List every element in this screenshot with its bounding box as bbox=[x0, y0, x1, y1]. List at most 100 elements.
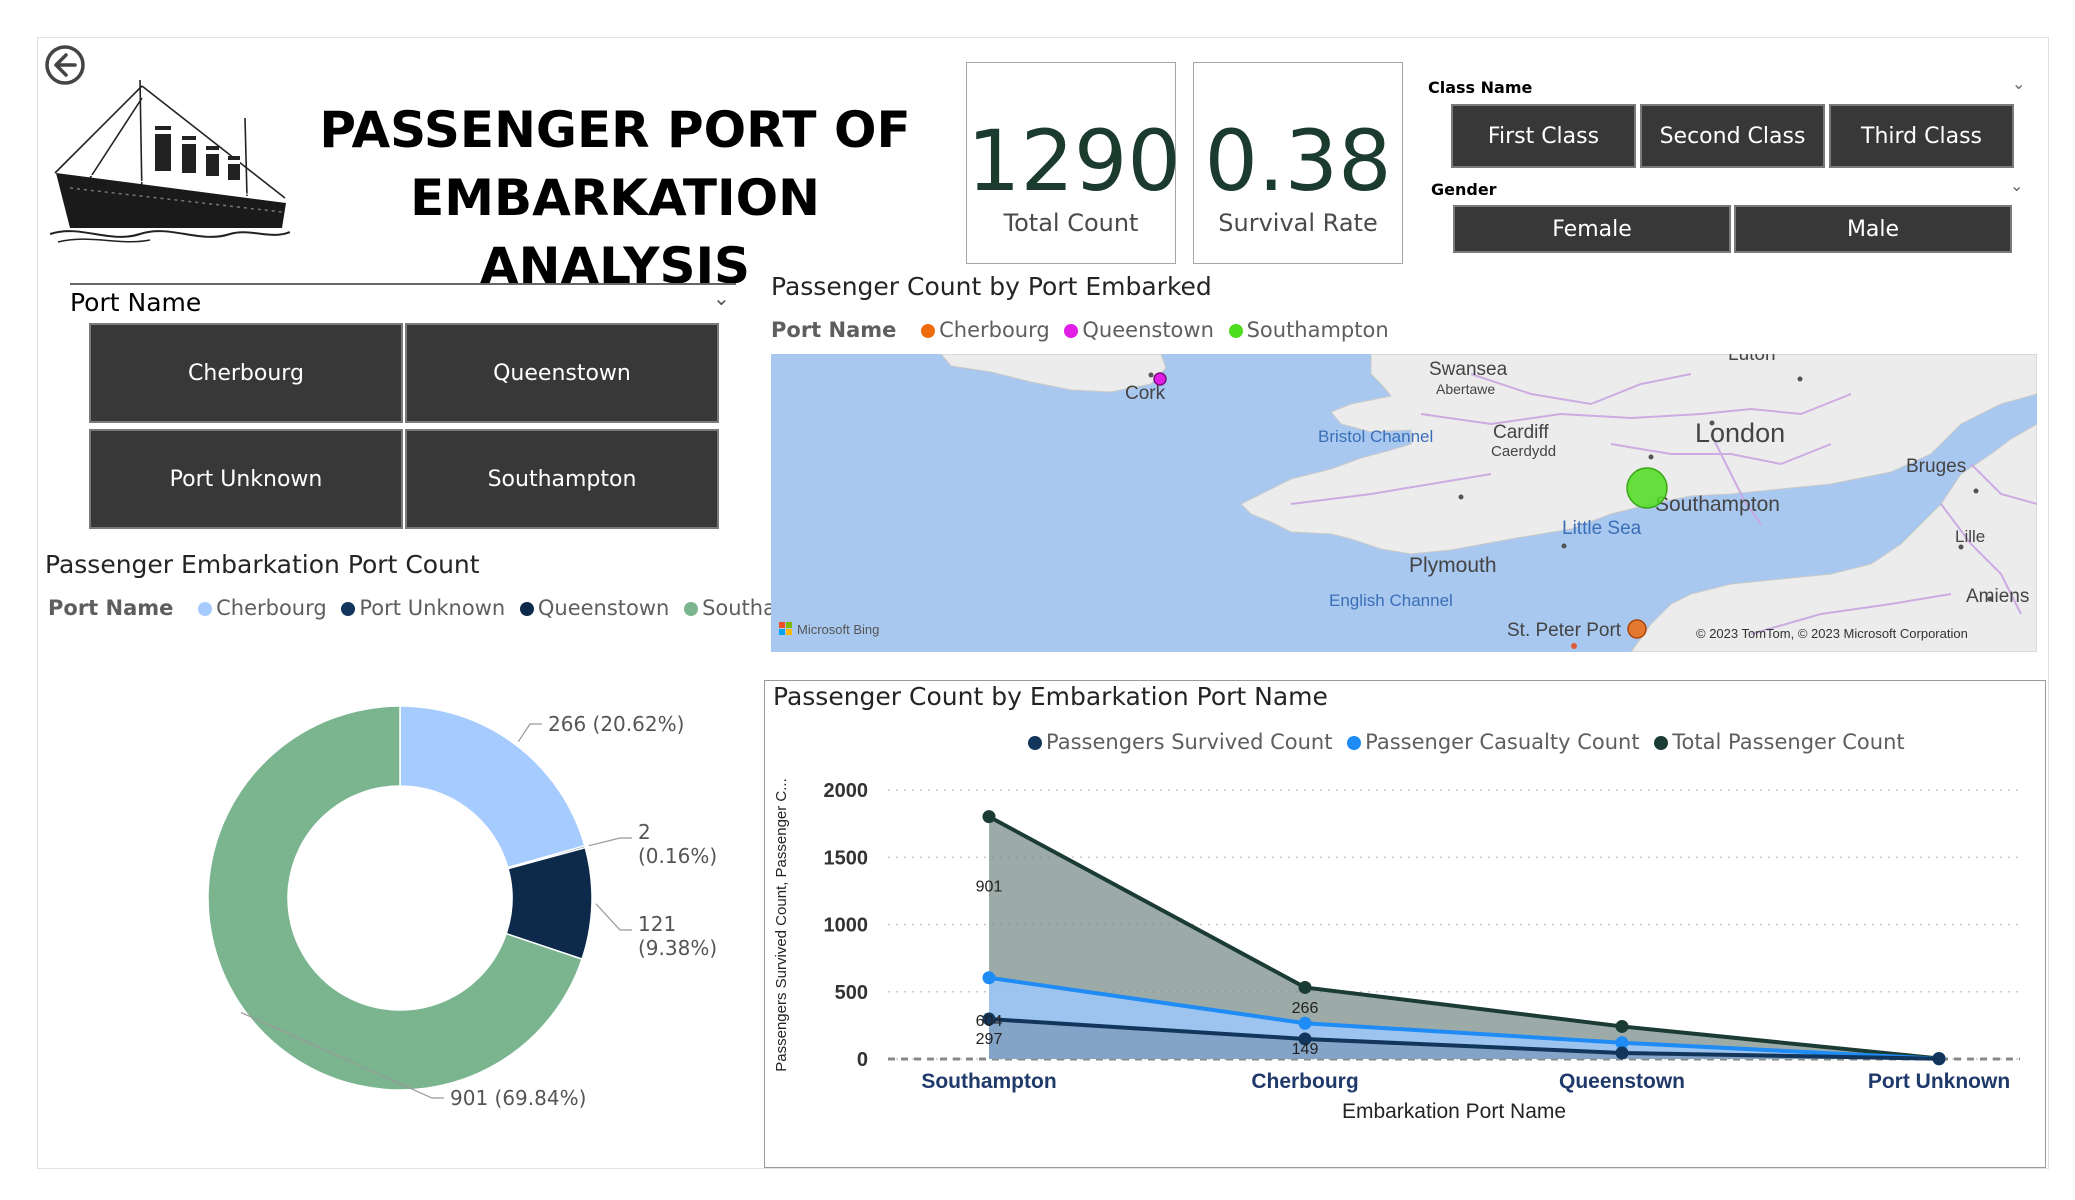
map-label: Cardiff bbox=[1493, 422, 1549, 443]
map-label: Caerdydd bbox=[1491, 443, 1556, 460]
x-axis-title: Embarkation Port Name bbox=[1342, 1100, 1566, 1123]
map-label: Lille bbox=[1955, 527, 1985, 546]
map-title: Passenger Count by Port Embarked bbox=[771, 272, 1212, 301]
map-legend: Port Name Cherbourg Queenstown Southampt… bbox=[771, 318, 1389, 342]
southampton-bubble bbox=[1626, 467, 1668, 509]
map-label: Luton bbox=[1728, 354, 1776, 365]
legend-item: Cherbourg bbox=[939, 318, 1050, 342]
map-label: Abertawe bbox=[1436, 381, 1495, 397]
port-option-cherbourg[interactable]: Cherbourg bbox=[89, 323, 403, 423]
legend-item: Passengers Survived Count bbox=[1046, 730, 1333, 754]
legend-swatch bbox=[1064, 324, 1079, 338]
class-option-third[interactable]: Third Class bbox=[1829, 104, 2014, 168]
map-label: St. Peter Port bbox=[1507, 620, 1622, 641]
map-view[interactable]: Swansea Abertawe Luton Cork Bristol Chan… bbox=[771, 354, 2037, 652]
map-label: Swansea bbox=[1429, 359, 1508, 380]
y-tick-label: 0 bbox=[857, 1049, 868, 1071]
legend-item: Cherbourg bbox=[216, 596, 327, 620]
map-attribution: © 2023 TomTom, © 2023 Microsoft Corporat… bbox=[1696, 626, 1968, 641]
area-total-passenger-count bbox=[989, 816, 1939, 1059]
chevron-down-icon[interactable]: ⌄ bbox=[713, 286, 730, 310]
donut-leader-line bbox=[588, 837, 632, 847]
legend-swatch bbox=[921, 324, 936, 338]
legend-swatch bbox=[1654, 736, 1669, 750]
gender-option-female[interactable]: Female bbox=[1453, 205, 1731, 253]
data-point bbox=[982, 971, 996, 985]
data-point bbox=[1932, 1052, 1946, 1066]
map-label: Plymouth bbox=[1409, 554, 1497, 577]
donut-chart: 266 (20.62%) 2(0.16%) 121(9.38%) 901 (69.84… bbox=[207, 705, 717, 1110]
x-tick-label: Southampton bbox=[921, 1070, 1056, 1093]
line-chart-legend: Passengers Survived Count Passenger Casu… bbox=[1020, 730, 1905, 754]
map-label: Amiens bbox=[1966, 586, 2029, 607]
total-count-label: Total Count bbox=[1003, 209, 1139, 237]
port-option-southampton[interactable]: Southampton bbox=[405, 429, 719, 529]
donut-leader-line bbox=[517, 723, 542, 743]
donut-data-label: (9.38%) bbox=[638, 936, 717, 960]
legend-title: Port Name bbox=[48, 596, 174, 620]
data-label: 266 bbox=[1292, 1000, 1319, 1017]
gender-option-male[interactable]: Male bbox=[1734, 205, 2012, 253]
dashboard-frame bbox=[37, 37, 2049, 1169]
chevron-down-icon[interactable]: ⌄ bbox=[2012, 74, 2026, 93]
map-label: Little Sea bbox=[1562, 518, 1642, 539]
port-slicer-title: Port Name bbox=[70, 288, 202, 317]
data-point bbox=[982, 1012, 996, 1026]
port-option-queenstown[interactable]: Queenstown bbox=[405, 323, 719, 423]
survival-rate-card: 0.38 Survival Rate bbox=[1193, 62, 1403, 264]
survival-rate-value: 0.38 bbox=[1204, 112, 1392, 210]
data-point bbox=[1298, 1032, 1312, 1046]
y-tick-label: 1500 bbox=[824, 847, 869, 869]
total-count-card: 1290 Total Count bbox=[966, 62, 1181, 264]
map-label: Bruges bbox=[1906, 456, 1966, 477]
legend-swatch bbox=[1028, 736, 1042, 750]
legend-item: Queenstown bbox=[537, 596, 670, 620]
page-title: PASSENGER PORT OF EMBARKATION ANALYSIS bbox=[319, 101, 911, 295]
legend-title: Port Name bbox=[771, 318, 897, 342]
legend-item: Queenstown bbox=[1082, 318, 1214, 342]
y-axis-title: Passengers Survived Count, Passenger C..… bbox=[773, 778, 790, 1071]
donut-data-label: 121 bbox=[638, 912, 676, 936]
total-count-value: 1290 bbox=[967, 112, 1181, 210]
legend-swatch bbox=[1228, 324, 1243, 338]
line-passenger-casualty-count bbox=[988, 975, 1940, 1061]
data-point bbox=[982, 810, 996, 824]
map-label: Bristol Channel bbox=[1318, 427, 1433, 446]
slicer-divider bbox=[70, 283, 736, 285]
data-label: 604 bbox=[976, 1013, 1003, 1030]
donut-leader-line bbox=[595, 903, 632, 931]
queenstown-bubble bbox=[1153, 372, 1167, 386]
port-option-unknown[interactable]: Port Unknown bbox=[89, 429, 403, 529]
donut-slice-cherbourg bbox=[399, 705, 586, 869]
data-label: 297 bbox=[976, 1031, 1003, 1048]
back-arrow-icon[interactable] bbox=[44, 44, 86, 86]
class-option-second[interactable]: Second Class bbox=[1640, 104, 1825, 168]
class-option-first[interactable]: First Class bbox=[1451, 104, 1636, 168]
data-point bbox=[1298, 1016, 1312, 1030]
x-tick-label: Cherbourg bbox=[1251, 1070, 1358, 1093]
donut-data-label: 2 bbox=[638, 820, 651, 844]
map-label: Southampton bbox=[1655, 493, 1780, 516]
bing-logo-text: Microsoft Bing bbox=[797, 622, 879, 637]
gender-slicer-title: Gender bbox=[1431, 180, 1497, 199]
legend-swatch bbox=[341, 602, 356, 616]
line-chart-title: Passenger Count by Embarkation Port Name bbox=[773, 682, 1328, 711]
map-label: English Channel bbox=[1329, 591, 1453, 610]
line-total-passenger-count bbox=[988, 814, 1940, 1061]
legend-item: Port Unknown bbox=[359, 596, 506, 620]
data-label: 901 bbox=[976, 879, 1003, 896]
legend-swatch bbox=[519, 602, 534, 616]
y-tick-label: 1000 bbox=[824, 915, 869, 937]
legend-item: Passenger Casualty Count bbox=[1365, 730, 1640, 754]
data-label: 149 bbox=[1292, 1041, 1319, 1058]
bing-logo: Microsoft Bing bbox=[779, 622, 879, 637]
donut-slice-southampton bbox=[207, 705, 583, 1091]
legend-swatch bbox=[684, 602, 699, 616]
donut-data-label: 901 (69.84%) bbox=[450, 1086, 586, 1110]
cherbourg-bubble bbox=[1627, 619, 1647, 639]
area-passengers-survived-count bbox=[989, 1019, 1939, 1059]
donut-data-label: (0.16%) bbox=[638, 844, 717, 868]
chevron-down-icon[interactable]: ⌄ bbox=[2010, 176, 2024, 195]
map-label: Cork bbox=[1125, 383, 1166, 404]
data-point bbox=[1615, 1019, 1629, 1033]
